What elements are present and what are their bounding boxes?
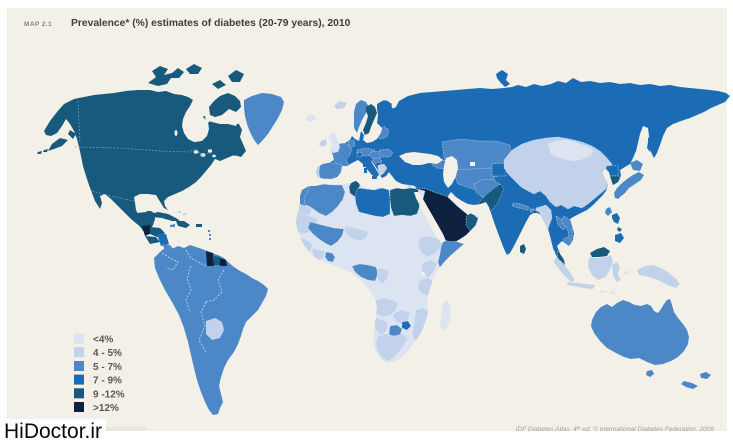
svg-text:IDF Diabetes Atlas, 4th ed. ©: IDF Diabetes Atlas, 4th ed. © Internatio… [516, 425, 715, 433]
svg-text:Prevalence* (%) estimates of d: Prevalence* (%) estimates of diabetes (2… [71, 18, 351, 29]
svg-text:4 - 5%: 4 - 5% [93, 348, 122, 359]
svg-text:7 - 9%: 7 - 9% [93, 376, 122, 387]
svg-text:MAP 2.1: MAP 2.1 [24, 21, 52, 28]
svg-text:9 -12%: 9 -12% [93, 389, 125, 400]
svg-text:>12%: >12% [93, 403, 119, 414]
svg-text:<4%: <4% [93, 335, 113, 346]
svg-text:HiDoctor.ir: HiDoctor.ir [4, 420, 102, 442]
svg-text:5 - 7%: 5 - 7% [93, 362, 122, 373]
